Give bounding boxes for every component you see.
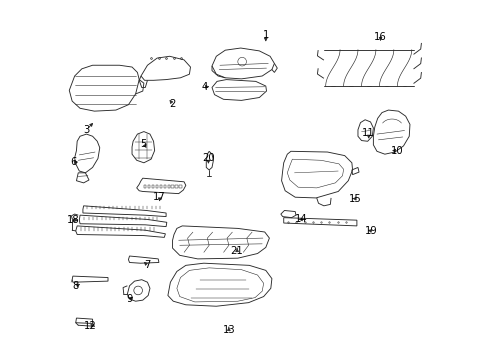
Text: 12: 12 xyxy=(84,321,97,331)
Text: 2: 2 xyxy=(170,99,176,109)
Text: 19: 19 xyxy=(365,226,378,236)
Bar xyxy=(144,185,147,188)
Text: 4: 4 xyxy=(202,82,208,92)
Text: 7: 7 xyxy=(144,260,150,270)
Bar xyxy=(175,185,178,188)
Text: 10: 10 xyxy=(391,145,404,156)
Text: 8: 8 xyxy=(73,281,79,291)
Bar xyxy=(164,185,166,188)
Text: 1: 1 xyxy=(263,30,269,40)
Text: 15: 15 xyxy=(349,194,362,204)
Text: 14: 14 xyxy=(295,215,308,224)
Text: 3: 3 xyxy=(83,125,90,135)
Text: 11: 11 xyxy=(362,129,375,138)
Text: 6: 6 xyxy=(71,157,77,167)
Text: 16: 16 xyxy=(374,32,387,41)
Text: 17: 17 xyxy=(153,192,166,202)
Text: 18: 18 xyxy=(67,215,80,225)
Text: 13: 13 xyxy=(222,325,235,335)
Text: 5: 5 xyxy=(141,139,147,149)
Bar xyxy=(148,185,150,188)
Text: 20: 20 xyxy=(202,153,215,163)
Bar xyxy=(156,185,158,188)
Bar xyxy=(152,185,154,188)
Text: 9: 9 xyxy=(126,294,133,304)
Bar xyxy=(168,185,170,188)
Text: 21: 21 xyxy=(231,246,244,256)
Bar xyxy=(160,185,162,188)
Bar xyxy=(172,185,174,188)
Bar xyxy=(179,185,182,188)
